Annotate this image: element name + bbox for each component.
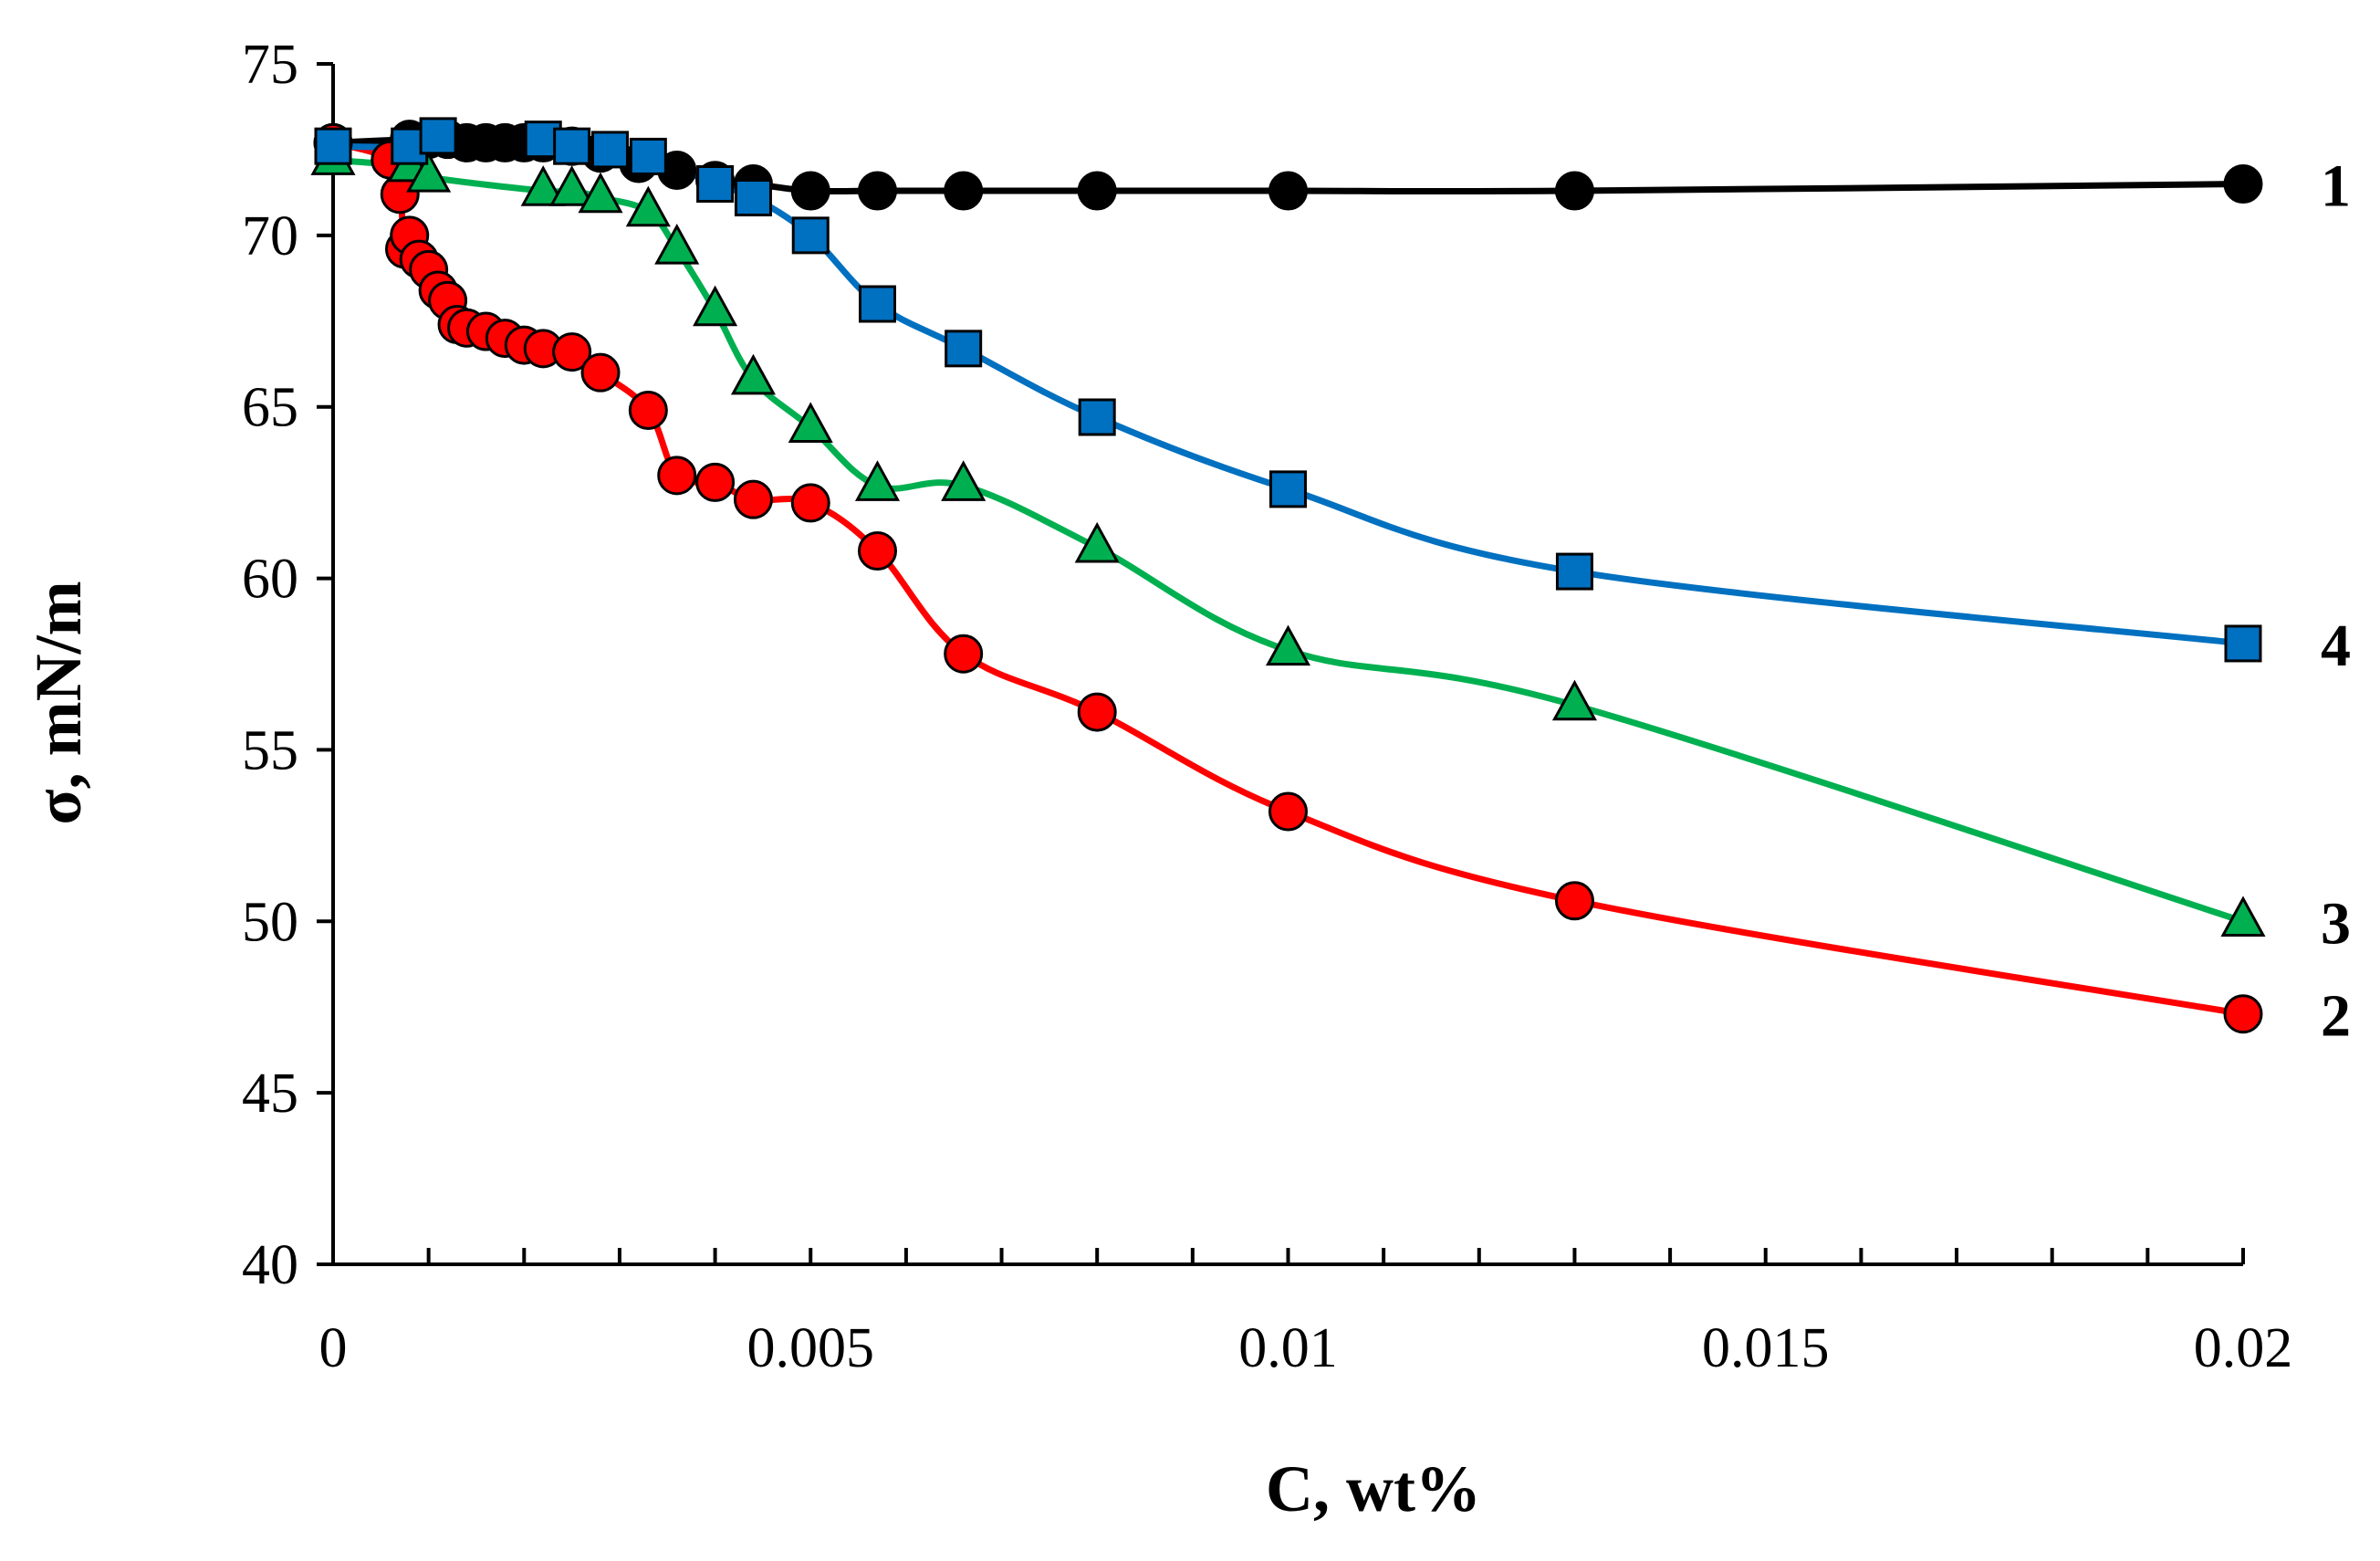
x-tick-label: 0.01 xyxy=(1238,1317,1338,1379)
series-2-point xyxy=(552,332,592,372)
series-4-point xyxy=(945,330,983,368)
series-3-point xyxy=(406,152,452,193)
series-2-point xyxy=(944,634,984,674)
series-3-point xyxy=(730,353,776,395)
series-3-point xyxy=(788,402,833,443)
series-2-point xyxy=(2223,994,2263,1034)
series-2-label: 2 xyxy=(2321,983,2351,1050)
series-1-point xyxy=(1077,171,1117,211)
series-2-point xyxy=(657,456,697,496)
series-2-markers xyxy=(313,122,2263,1034)
series-2-point xyxy=(580,352,621,393)
series-2-point xyxy=(1554,881,1594,921)
series-1-point xyxy=(2223,164,2263,204)
series-4-label: 4 xyxy=(2321,613,2351,679)
series-1-point xyxy=(790,171,830,211)
series-4-point xyxy=(791,216,830,255)
x-tick-label: 0 xyxy=(319,1317,348,1379)
series-3-point xyxy=(2220,896,2266,937)
series-4-point xyxy=(590,131,629,169)
series-4-point xyxy=(734,179,772,217)
series-2-point xyxy=(858,531,898,571)
series-3-point xyxy=(941,460,986,501)
curves xyxy=(329,132,2247,1018)
series-1-point xyxy=(858,171,898,211)
series-4-point xyxy=(696,165,735,203)
x-tick-label: 0.015 xyxy=(1702,1317,1830,1379)
series-4-point xyxy=(2224,624,2262,663)
series-2-point xyxy=(790,483,830,523)
series-1-label: 1 xyxy=(2321,153,2351,220)
series-2-point xyxy=(1268,791,1308,832)
axes: 40 45 50 55 60 65 70 75 0 0.005 0.01 0.015 0.02 xyxy=(242,34,2292,1379)
series-4-point xyxy=(629,137,667,175)
series-3-point xyxy=(578,172,623,214)
labels: 1 2 3 4 xyxy=(2321,153,2351,1050)
series-4-point xyxy=(1555,552,1593,591)
series-3-point xyxy=(1551,679,1597,721)
series-1-point xyxy=(1268,171,1308,211)
series-4-point xyxy=(314,127,352,165)
series-3-point xyxy=(654,223,700,265)
x-tick-label: 0.02 xyxy=(2194,1317,2293,1379)
series-4-point xyxy=(1269,470,1307,508)
x-axis-title: C, wt% xyxy=(1266,1452,1481,1525)
y-axis-title: σ, mN/m xyxy=(22,581,95,824)
series-3-point xyxy=(520,165,566,206)
series-3-point xyxy=(549,165,595,206)
y-tick-label: 45 xyxy=(242,1063,298,1125)
y-tick-label: 50 xyxy=(242,891,298,953)
y-tick-label: 55 xyxy=(242,719,298,781)
series-2-point xyxy=(695,462,736,502)
series-1-point xyxy=(1554,171,1594,211)
y-tick-label: 65 xyxy=(242,377,298,439)
series-2-point xyxy=(733,479,773,519)
y-tick-label: 60 xyxy=(242,549,298,611)
series-2-point xyxy=(1077,692,1117,732)
series-4-point xyxy=(419,117,457,155)
series-3-point xyxy=(1074,521,1120,563)
series-3-point xyxy=(854,460,901,501)
y-tick-label: 75 xyxy=(242,34,298,96)
markers xyxy=(310,117,2266,1034)
series-3-point xyxy=(693,285,738,327)
series-4-point xyxy=(1078,398,1116,436)
series-2-point xyxy=(628,390,668,430)
series-2-line xyxy=(329,139,2247,1018)
y-tick-label: 70 xyxy=(242,205,298,267)
y-tick-label: 40 xyxy=(242,1234,298,1296)
series-4-point xyxy=(859,285,897,323)
series-4-markers xyxy=(314,117,2262,663)
series-3-point xyxy=(1265,624,1311,666)
x-tick-label: 0.005 xyxy=(747,1317,875,1379)
series-4-point xyxy=(553,127,591,165)
series-3-point xyxy=(625,185,671,227)
series-1-point xyxy=(944,171,984,211)
series-3-label: 3 xyxy=(2321,890,2351,957)
